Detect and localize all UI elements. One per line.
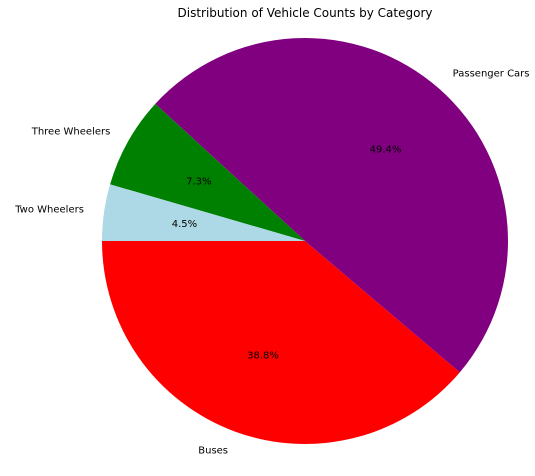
pie-slice-two-wheelers <box>102 184 305 241</box>
pie-slices <box>102 38 508 444</box>
pie-slice-passenger-cars <box>155 38 508 373</box>
slice-label-buses: Buses <box>198 446 228 457</box>
pie-slice-three-wheelers <box>110 103 305 241</box>
slice-percent-two-wheelers: 4.5% <box>172 219 197 230</box>
slice-label-two-wheelers: Two Wheelers <box>14 205 84 216</box>
chart-title: Distribution of Vehicle Counts by Catego… <box>178 6 433 20</box>
pie-labels: Buses 38.8% Passenger Cars 49.4% Three Wheel… <box>14 69 529 457</box>
slice-percent-passenger-cars: 49.4% <box>370 145 402 156</box>
slice-percent-three-wheelers: 7.3% <box>186 176 211 187</box>
slice-label-passenger-cars: Passenger Cars <box>453 69 530 80</box>
slice-label-three-wheelers: Three Wheelers <box>31 127 111 138</box>
slice-percent-buses: 38.8% <box>247 350 279 361</box>
pie-slice-buses <box>102 241 460 444</box>
